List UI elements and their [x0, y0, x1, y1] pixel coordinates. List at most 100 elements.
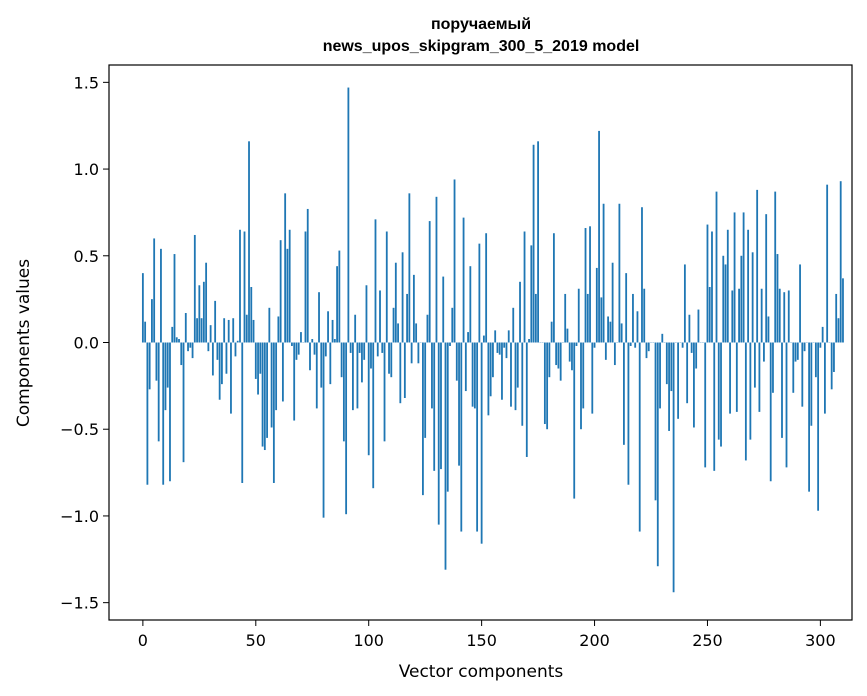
bar	[645, 342, 648, 359]
bar	[166, 342, 169, 388]
bar	[306, 208, 309, 343]
bar	[837, 318, 840, 343]
bar	[604, 342, 607, 360]
bar	[672, 342, 675, 593]
bar	[778, 288, 781, 343]
bar	[566, 328, 569, 343]
bar	[774, 191, 777, 343]
bar	[451, 307, 454, 343]
bar	[236, 340, 239, 343]
bar	[643, 288, 646, 343]
bar	[656, 342, 659, 567]
bar	[507, 330, 510, 343]
bar	[591, 342, 594, 414]
bar	[193, 234, 196, 343]
bar	[525, 342, 528, 457]
bar	[489, 342, 492, 397]
bar	[582, 342, 585, 409]
bar	[376, 342, 379, 357]
bar	[708, 287, 711, 343]
bar	[595, 267, 598, 343]
bar	[336, 266, 338, 343]
bar	[173, 254, 176, 343]
bar	[141, 273, 144, 343]
bar	[160, 248, 162, 343]
bar	[372, 342, 375, 489]
x-tick-label: 150	[466, 631, 497, 650]
bar	[410, 342, 413, 364]
bar	[340, 342, 343, 378]
bar	[225, 342, 228, 374]
bar	[753, 342, 756, 388]
bar	[374, 219, 377, 343]
bar	[519, 281, 521, 343]
bar	[634, 342, 637, 348]
bar	[792, 342, 795, 393]
bar	[408, 193, 411, 343]
bar	[625, 273, 628, 343]
bar	[365, 285, 368, 343]
y-axis-ticks: −1.5 −1.0 −0.5 0.0 0.5 1.0 1.5	[60, 73, 109, 613]
bar	[580, 342, 582, 430]
bar	[383, 342, 386, 442]
bar	[358, 342, 361, 353]
bar	[162, 342, 165, 485]
bar	[600, 297, 603, 343]
bar	[227, 319, 230, 343]
bar	[473, 342, 476, 409]
y-tick-label: 1.0	[74, 160, 99, 179]
bar	[234, 342, 237, 357]
bar	[817, 342, 820, 511]
bar	[584, 228, 587, 343]
bar	[381, 342, 384, 353]
bar	[415, 323, 418, 343]
bar	[704, 342, 707, 468]
bar	[787, 290, 790, 343]
bar	[406, 293, 409, 343]
bar	[492, 342, 494, 378]
bar	[191, 342, 194, 359]
bar	[230, 342, 232, 414]
bar	[487, 342, 490, 416]
bar	[277, 316, 280, 343]
y-axis-label: Components values	[14, 259, 34, 427]
bar	[760, 288, 763, 343]
bar	[801, 342, 804, 407]
bar	[573, 342, 576, 499]
bar	[586, 293, 589, 343]
bar	[259, 342, 262, 374]
bar	[482, 335, 485, 343]
bar	[623, 342, 625, 445]
bar	[688, 314, 691, 343]
bar	[435, 196, 438, 343]
bar	[670, 342, 673, 392]
bar	[446, 342, 449, 492]
bar	[252, 319, 255, 343]
bar	[367, 342, 370, 456]
bar	[151, 299, 153, 343]
bar	[735, 342, 738, 412]
bar	[356, 342, 359, 409]
x-tick-label: 100	[353, 631, 384, 650]
bar	[329, 342, 332, 385]
bar	[593, 342, 596, 348]
bar	[726, 229, 729, 343]
bar	[243, 231, 246, 343]
bar	[537, 141, 539, 343]
bar	[284, 193, 287, 343]
bar	[758, 342, 761, 412]
bar	[460, 342, 463, 532]
x-tick-label: 300	[805, 631, 836, 650]
bar	[178, 339, 180, 343]
bar	[187, 342, 189, 352]
bar	[568, 342, 571, 362]
bar	[196, 318, 198, 343]
y-tick-label: −0.5	[60, 420, 99, 439]
bar	[690, 342, 693, 353]
bar	[304, 231, 307, 343]
x-tick-label: 200	[579, 631, 610, 650]
bar	[534, 293, 537, 343]
bar	[559, 342, 562, 381]
bar	[144, 321, 147, 343]
